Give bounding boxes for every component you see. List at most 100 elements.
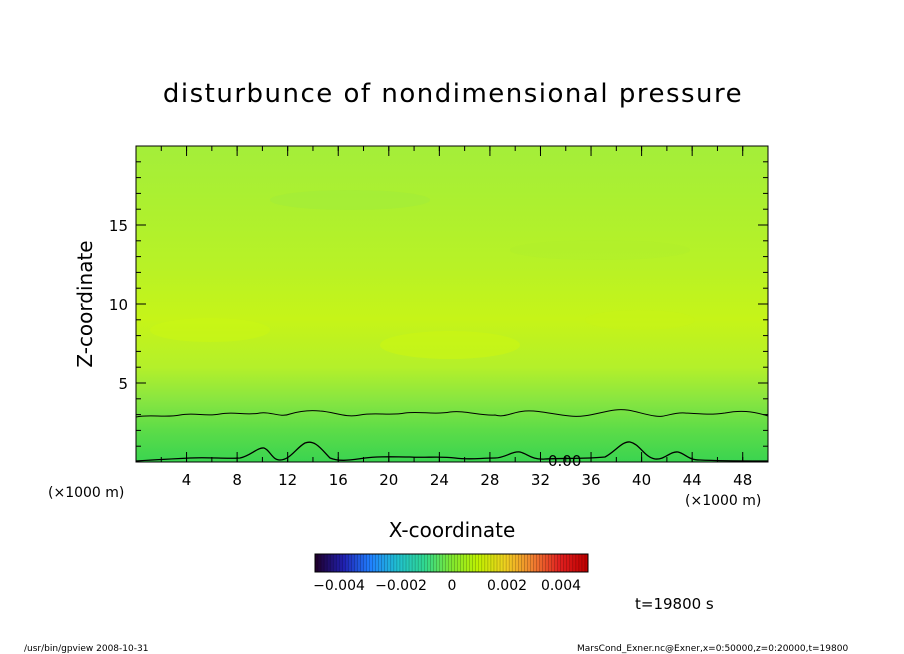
colorbar-swatch: [448, 554, 452, 572]
y-axis-label: Z-coordinate: [73, 240, 97, 367]
colorbar-swatch: [357, 554, 361, 572]
contour-label: 0.00: [548, 452, 581, 470]
colorbar-swatch: [463, 554, 468, 572]
colorbar-tick-label: 0.002: [487, 578, 527, 594]
colorbar-swatch: [421, 554, 425, 572]
colorbar-swatch: [521, 554, 525, 572]
colorbar-swatch: [336, 554, 340, 572]
colorbar-swatch: [442, 554, 446, 572]
field-patch: [380, 331, 520, 359]
colorbar-swatch: [378, 554, 383, 572]
colorbar-swatch: [563, 554, 568, 572]
chart-title: disturbunce of nondimensional pressure: [163, 79, 743, 109]
colorbar-swatch: [527, 554, 531, 572]
x-tick-label: 32: [531, 471, 550, 489]
colorbar-swatch: [375, 554, 380, 572]
colorbar-swatch: [533, 554, 537, 572]
colorbar-swatch: [454, 554, 458, 572]
colorbar-tick-label: 0.004: [541, 578, 581, 594]
field-patch: [150, 318, 270, 342]
colorbar: −0.004 −0.002 0 0.002 0.004: [313, 553, 589, 594]
colorbar-swatch: [424, 554, 428, 572]
colorbar-swatch: [524, 554, 528, 572]
colorbar-swatch: [387, 554, 392, 572]
x-tick-label: 8: [232, 471, 242, 489]
colorbar-swatch: [396, 554, 401, 572]
x-tick-label: 40: [632, 471, 651, 489]
colorbar-swatch: [487, 554, 492, 572]
colorbar-swatch: [457, 554, 461, 572]
colorbar-swatch: [478, 554, 483, 572]
contour-line-lower: [135, 441, 769, 462]
x-tick-label: 44: [683, 471, 702, 489]
colorbar-swatch: [530, 554, 534, 572]
x-tick-label: 12: [278, 471, 297, 489]
colorbar-swatch: [545, 554, 549, 572]
x-tick-label: 36: [581, 471, 600, 489]
colorbar-swatch: [330, 554, 334, 572]
x-tick-label: 48: [733, 471, 752, 489]
colorbar-tick-label: −0.002: [375, 578, 427, 594]
field-patch: [270, 190, 430, 210]
y-tick-label: 10: [109, 296, 128, 314]
colorbar-swatch: [551, 554, 556, 572]
colorbar-swatch: [466, 554, 471, 572]
colorbar-frame: [314, 553, 589, 573]
colorbar-swatch: [484, 554, 489, 572]
colorbar-swatch: [360, 554, 364, 572]
colorbar-swatch: [412, 554, 416, 572]
colorbar-swatch: [542, 554, 546, 572]
colorbar-swatch: [575, 554, 580, 572]
colorbar-swatch: [569, 554, 574, 572]
colorbar-swatch: [393, 554, 398, 572]
colorbar-swatch: [318, 554, 322, 572]
y-tick-label: 15: [109, 217, 128, 235]
colorbar-swatch: [327, 554, 331, 572]
colorbar-swatch: [509, 554, 513, 572]
colorbar-swatch: [518, 554, 522, 572]
colorbar-swatch: [354, 554, 358, 572]
colorbar-swatch: [351, 554, 355, 572]
colorbar-swatch: [503, 554, 507, 572]
colorbar-swatch: [578, 554, 583, 572]
colorbar-swatch: [390, 554, 395, 572]
field-patch: [510, 240, 690, 260]
colorbar-swatch: [369, 554, 374, 572]
x-axis-label: X-coordinate: [389, 518, 516, 542]
colorbar-swatch: [475, 554, 480, 572]
colorbar-swatch: [584, 554, 589, 572]
colorbar-swatch: [566, 554, 571, 572]
colorbar-swatch: [333, 554, 337, 572]
colorbar-swatch: [572, 554, 577, 572]
colorbar-swatch: [348, 554, 352, 572]
colorbar-swatch: [415, 554, 419, 572]
colorbar-swatch: [497, 554, 501, 572]
footer-right: MarsCond_Exner.nc@Exner,x=0:50000,z=0:20…: [577, 644, 848, 654]
x-tick-label: 16: [329, 471, 348, 489]
contour-line-upper: [135, 409, 769, 418]
plot-area: 0.00: [135, 145, 769, 470]
colorbar-swatch: [372, 554, 377, 572]
colorbar-swatch: [321, 554, 325, 572]
colorbar-swatch: [430, 554, 434, 572]
x-tick-label: 24: [430, 471, 449, 489]
colorbar-tick-label: 0: [448, 578, 457, 594]
colorbar-swatch: [384, 554, 389, 572]
x-unit-label-left: (×1000 m): [48, 485, 124, 501]
colorbar-swatch: [315, 554, 319, 572]
colorbar-swatch: [409, 554, 413, 572]
colorbar-swatch: [427, 554, 431, 572]
x-tick-label: 4: [182, 471, 192, 489]
colorbar-swatch: [433, 554, 437, 572]
field-patch: [585, 310, 695, 330]
field-background: [136, 146, 768, 462]
colorbar-swatch: [342, 554, 346, 572]
colorbar-swatch: [418, 554, 422, 572]
colorbar-swatch: [469, 554, 474, 572]
colorbar-swatch: [536, 554, 540, 572]
colorbar-swatch: [402, 554, 407, 572]
y-tick-label: 5: [118, 375, 128, 393]
colorbar-swatch: [490, 554, 495, 572]
colorbar-swatch: [439, 554, 443, 572]
